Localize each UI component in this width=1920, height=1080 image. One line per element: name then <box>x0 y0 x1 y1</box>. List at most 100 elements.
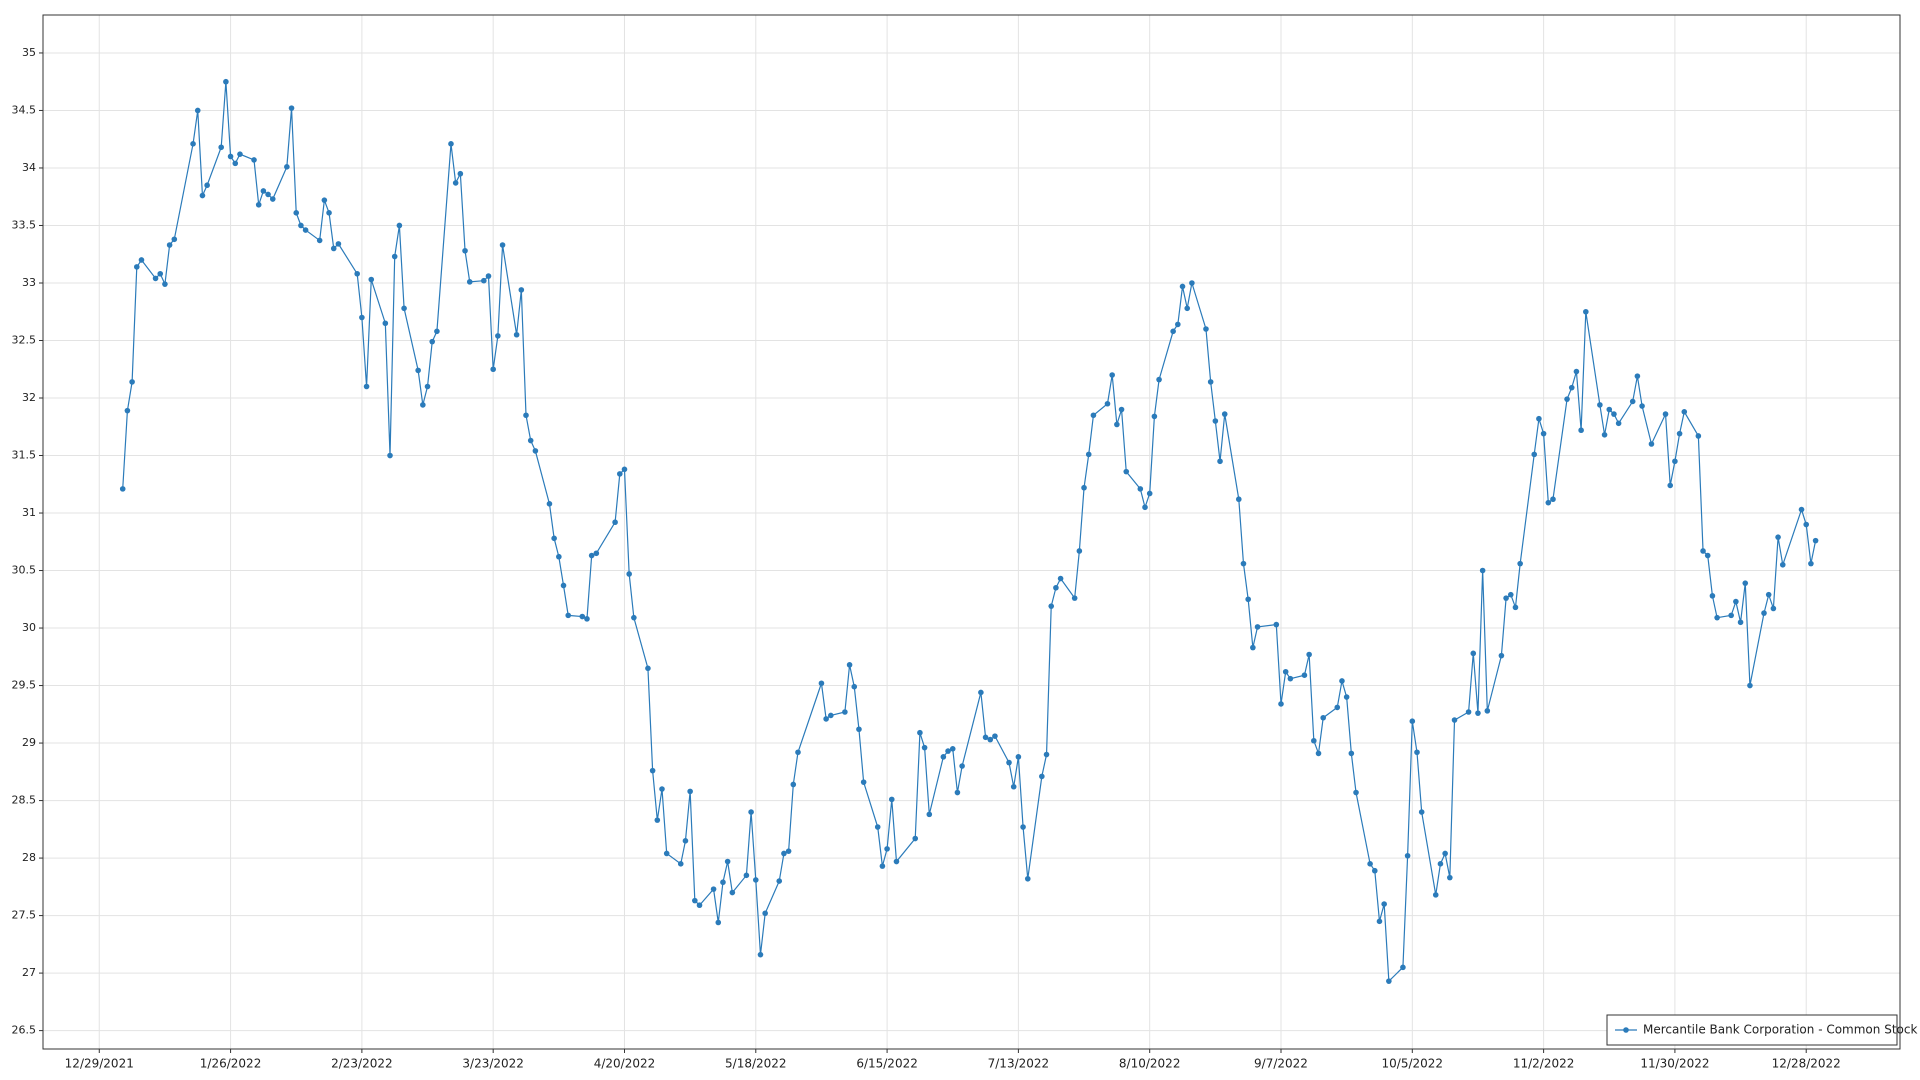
data-point <box>1250 644 1256 651</box>
data-point <box>556 553 562 560</box>
data-point <box>1189 280 1195 286</box>
data-point <box>415 367 421 374</box>
data-point <box>659 786 665 792</box>
data-point <box>1676 430 1683 437</box>
data-point <box>1020 824 1026 830</box>
data-point <box>157 270 164 277</box>
data-point <box>1367 861 1373 867</box>
data-point <box>874 824 881 830</box>
data-point <box>218 144 224 151</box>
data-point <box>917 729 923 736</box>
data-point <box>1343 694 1350 700</box>
data-point <box>1737 619 1744 626</box>
data-point <box>382 320 389 327</box>
data-point <box>368 276 375 283</box>
data-point <box>682 838 689 844</box>
data-point <box>1709 593 1716 599</box>
data-point <box>748 809 754 815</box>
data-point <box>1442 850 1448 857</box>
data-point <box>1414 749 1420 756</box>
data-point <box>565 612 572 619</box>
data-point <box>1475 710 1481 716</box>
series-line <box>122 81 1817 983</box>
data-point <box>1733 598 1739 605</box>
data-point <box>316 237 323 244</box>
data-point <box>1203 326 1209 332</box>
data-point <box>1803 521 1810 528</box>
data-point <box>1170 328 1176 335</box>
data-point <box>710 886 717 892</box>
data-point <box>888 796 895 803</box>
y-tick-label: 28.5 <box>12 794 37 807</box>
x-tick-label: 7/13/2022 <box>988 1057 1050 1071</box>
data-point <box>1512 604 1519 611</box>
data-point <box>457 170 464 177</box>
y-tick-label: 29 <box>22 736 36 749</box>
data-point <box>138 257 145 263</box>
data-point <box>954 789 961 796</box>
data-point <box>1085 451 1092 458</box>
data-point <box>359 314 365 321</box>
data-point <box>762 910 768 917</box>
data-point <box>204 182 210 189</box>
data-point <box>663 850 670 857</box>
data-point <box>1568 384 1575 391</box>
data-point <box>119 486 126 492</box>
data-point <box>631 614 637 621</box>
data-point <box>616 471 623 477</box>
data-point <box>1470 650 1477 657</box>
data-point <box>1381 901 1387 907</box>
data-point <box>621 466 628 473</box>
data-point <box>1681 409 1688 415</box>
data-point <box>424 383 431 390</box>
data-point <box>1010 783 1017 790</box>
data-point <box>1212 418 1219 424</box>
data-point <box>401 305 407 312</box>
x-tick-label: 11/30/2022 <box>1640 1057 1709 1071</box>
data-point <box>1770 605 1777 612</box>
data-point <box>757 951 764 958</box>
data-point <box>1339 678 1345 684</box>
data-point <box>945 748 951 754</box>
data-point <box>1184 305 1191 312</box>
data-point <box>1583 308 1589 315</box>
data-point <box>251 157 257 163</box>
data-point <box>1695 433 1702 439</box>
data-point <box>893 858 900 865</box>
data-point <box>1432 892 1439 898</box>
y-tick-label: 35 <box>22 46 36 59</box>
data-point <box>162 281 168 287</box>
data-point <box>1672 458 1678 465</box>
data-point <box>584 616 590 622</box>
data-point <box>1629 398 1636 405</box>
data-point <box>729 889 736 896</box>
data-point <box>1545 499 1552 506</box>
data-point <box>1278 701 1284 707</box>
data-point <box>124 407 131 414</box>
data-point <box>490 366 496 373</box>
data-point <box>982 734 989 741</box>
data-point <box>199 192 206 199</box>
x-tick-label: 12/29/2021 <box>65 1057 134 1071</box>
data-point <box>851 683 858 690</box>
y-tick-label: 29.5 <box>12 679 37 692</box>
data-point <box>818 680 825 687</box>
data-point <box>1611 411 1617 417</box>
data-point <box>1386 978 1392 984</box>
data-point <box>1376 918 1383 925</box>
data-point <box>687 788 693 795</box>
legend-box <box>1606 1014 1898 1046</box>
data-point <box>481 277 487 284</box>
data-point <box>1747 682 1753 689</box>
data-point <box>781 850 787 857</box>
data-point <box>1301 672 1308 678</box>
x-tick-label: 8/10/2022 <box>1119 1057 1181 1071</box>
data-point <box>1531 451 1538 458</box>
data-point <box>194 107 201 114</box>
data-point <box>1175 321 1181 328</box>
data-point <box>1090 412 1097 419</box>
data-point <box>1114 421 1120 428</box>
data-point <box>190 141 196 147</box>
data-point <box>1550 496 1556 503</box>
